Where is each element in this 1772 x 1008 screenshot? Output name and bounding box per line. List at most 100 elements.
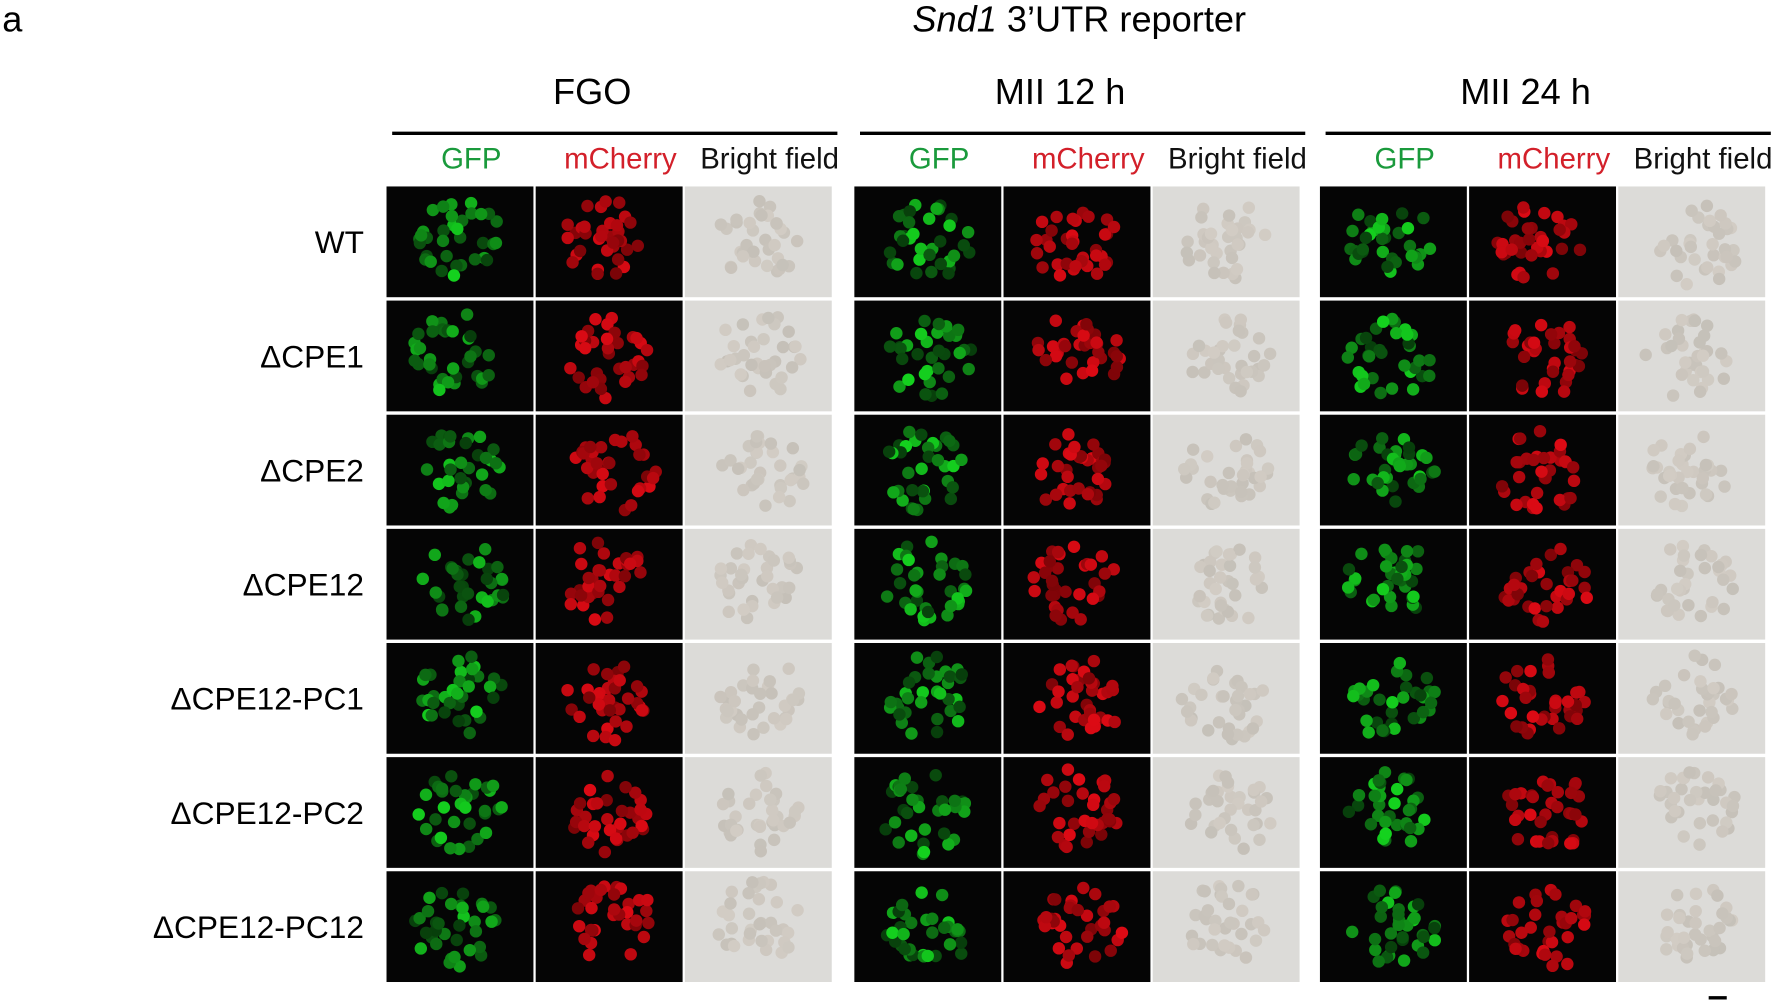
oocyte [1351, 799, 1365, 812]
oocyte [1677, 830, 1690, 843]
oocyte [1411, 545, 1425, 558]
oocyte [593, 564, 607, 577]
oocyte [1505, 243, 1518, 256]
oocyte [1373, 693, 1386, 706]
oocyte [781, 926, 795, 940]
oocyte [1200, 450, 1214, 463]
oocyte [487, 691, 500, 704]
oocyte [1247, 818, 1260, 832]
oocyte [624, 216, 637, 229]
oocyte [1703, 924, 1716, 937]
channel-label: mCherry [564, 142, 677, 175]
oocyte [725, 885, 739, 899]
oocyte [1206, 938, 1219, 952]
oocyte [1085, 364, 1099, 377]
oocyte [446, 562, 459, 575]
oocyte [767, 554, 781, 567]
oocyte [1104, 944, 1117, 957]
oocyte [1202, 724, 1215, 737]
micrograph [535, 642, 683, 754]
oocyte [1088, 950, 1102, 963]
oocyte [561, 683, 574, 697]
oocyte [1195, 688, 1208, 702]
oocyte [1058, 339, 1072, 353]
oocyte [1224, 803, 1237, 816]
micrograph [386, 528, 534, 640]
oocyte [1098, 228, 1112, 241]
oocyte [445, 770, 458, 783]
oocyte [613, 703, 626, 716]
oocyte [640, 343, 654, 357]
oocyte [435, 886, 449, 900]
micrograph [535, 300, 683, 412]
oocyte [753, 918, 766, 931]
oocyte [1045, 574, 1059, 587]
oocyte [919, 388, 932, 401]
oocyte [1371, 476, 1384, 490]
oocyte [1349, 572, 1362, 585]
oocyte [1668, 697, 1681, 710]
oocyte [914, 242, 928, 256]
oocyte [724, 897, 737, 910]
oocyte [630, 680, 644, 693]
oocyte [427, 696, 440, 710]
oocyte [561, 231, 574, 245]
oocyte [1347, 472, 1360, 486]
oocyte [1677, 931, 1690, 944]
oocyte [1668, 804, 1682, 818]
oocyte [1345, 925, 1359, 939]
micrograph [1152, 642, 1300, 754]
oocyte [1417, 930, 1430, 944]
oocyte [1399, 681, 1413, 694]
oocyte [1693, 838, 1706, 851]
oocyte [1512, 470, 1526, 484]
oocyte [479, 451, 493, 465]
micrograph-bg [386, 414, 534, 526]
oocyte [758, 360, 772, 373]
oocyte [942, 329, 956, 342]
oocyte [782, 581, 796, 595]
oocyte [626, 826, 639, 839]
micrograph [1469, 528, 1617, 640]
oocyte [753, 820, 767, 834]
oocyte [1086, 592, 1100, 605]
oocyte [1216, 339, 1229, 353]
oocyte [448, 950, 461, 964]
oocyte [737, 349, 751, 362]
oocyte [573, 797, 587, 810]
oocyte [1680, 277, 1693, 291]
oocyte [426, 325, 439, 338]
oocyte [1186, 365, 1199, 379]
oocyte [1411, 898, 1425, 911]
micrograph [1003, 528, 1151, 640]
micrograph [684, 757, 832, 868]
oocyte [646, 471, 660, 485]
oocyte [1424, 696, 1438, 710]
oocyte [1400, 773, 1413, 787]
oocyte [1398, 359, 1411, 372]
oocyte [481, 595, 494, 608]
oocyte [1677, 668, 1691, 682]
channel-label: mCherry [1032, 142, 1145, 175]
oocyte [1668, 599, 1681, 612]
oocyte [959, 584, 973, 598]
micrograph-bg [1003, 871, 1151, 983]
oocyte [893, 380, 906, 393]
oocyte [1095, 828, 1108, 841]
oocyte [1536, 234, 1550, 248]
oocyte [489, 456, 503, 470]
oocyte [1231, 238, 1244, 251]
oocyte [1195, 211, 1208, 224]
oocyte [1237, 842, 1250, 855]
oocyte [765, 804, 779, 817]
oocyte [895, 898, 909, 912]
oocyte [747, 727, 760, 741]
oocyte [894, 342, 907, 355]
oocyte [1428, 933, 1442, 947]
oocyte [1696, 471, 1710, 485]
oocyte [1090, 336, 1103, 349]
oocyte [933, 687, 947, 700]
oocyte [1701, 261, 1714, 274]
oocyte [1390, 782, 1404, 796]
oocyte [1709, 784, 1722, 797]
